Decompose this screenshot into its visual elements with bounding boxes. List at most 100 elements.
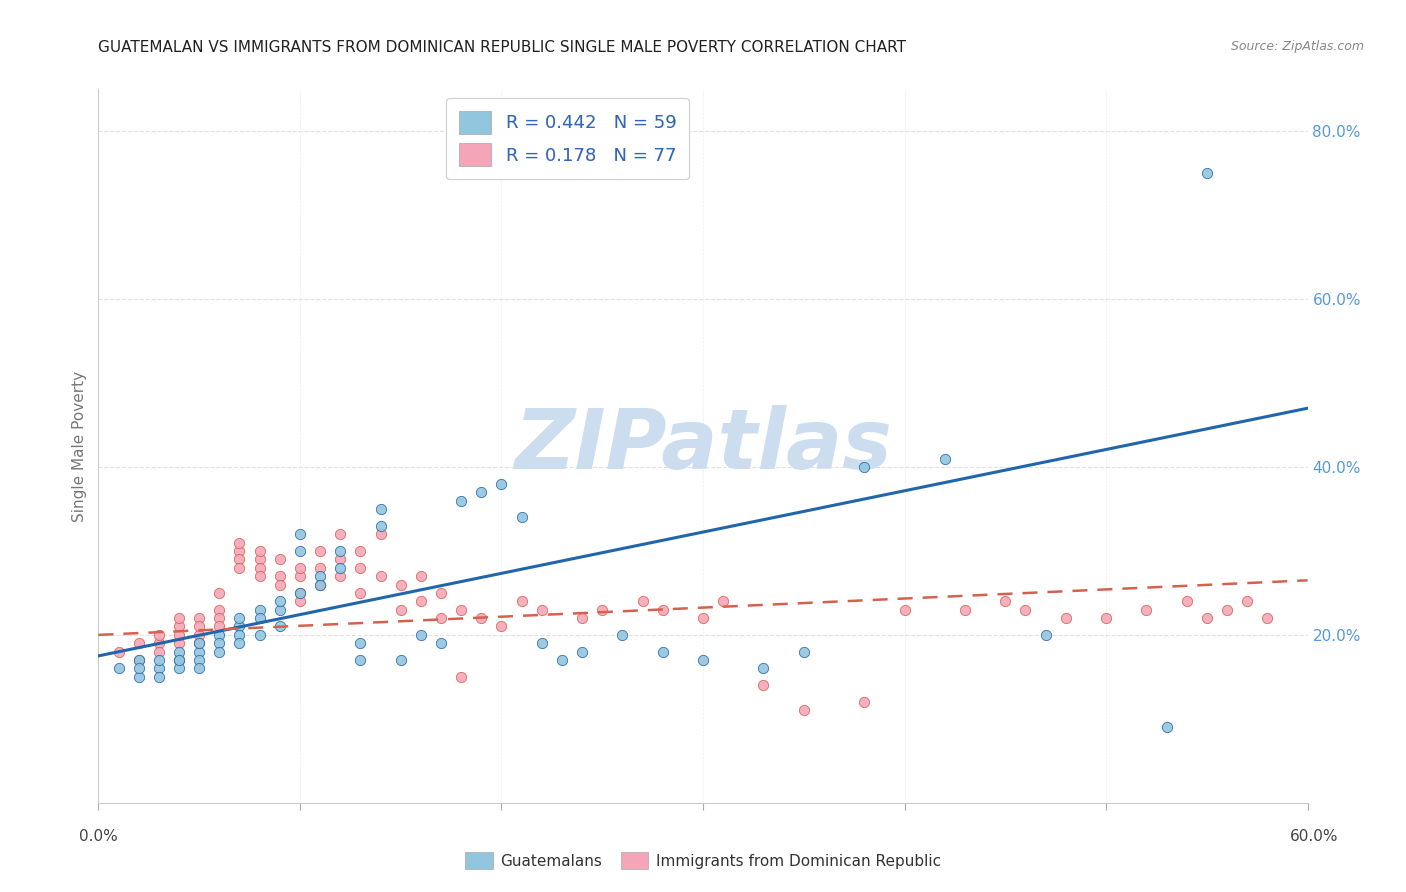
- Point: [188, 619, 211, 633]
- Point: [1054, 611, 1077, 625]
- Point: [571, 645, 593, 659]
- Point: [470, 611, 492, 625]
- Point: [370, 569, 392, 583]
- Point: [228, 636, 250, 650]
- Point: [631, 594, 654, 608]
- Point: [349, 544, 371, 558]
- Point: [853, 460, 876, 475]
- Legend: Guatemalans, Immigrants from Dominican Republic: Guatemalans, Immigrants from Dominican R…: [460, 846, 946, 875]
- Point: [651, 645, 673, 659]
- Point: [309, 577, 332, 591]
- Point: [692, 653, 714, 667]
- Point: [228, 628, 250, 642]
- Point: [148, 661, 170, 675]
- Point: [288, 594, 311, 608]
- Point: [167, 645, 190, 659]
- Point: [651, 603, 673, 617]
- Legend: R = 0.442   N = 59, R = 0.178   N = 77: R = 0.442 N = 59, R = 0.178 N = 77: [446, 98, 689, 179]
- Point: [1195, 166, 1218, 180]
- Point: [107, 645, 129, 659]
- Point: [1216, 603, 1239, 617]
- Point: [994, 594, 1017, 608]
- Point: [128, 653, 150, 667]
- Text: 60.0%: 60.0%: [1291, 830, 1339, 844]
- Point: [269, 594, 291, 608]
- Point: [167, 636, 190, 650]
- Point: [167, 611, 190, 625]
- Point: [288, 527, 311, 541]
- Point: [249, 611, 271, 625]
- Point: [167, 628, 190, 642]
- Point: [1236, 594, 1258, 608]
- Point: [389, 603, 412, 617]
- Point: [188, 661, 211, 675]
- Point: [249, 628, 271, 642]
- Point: [1156, 720, 1178, 734]
- Point: [450, 493, 472, 508]
- Point: [530, 636, 553, 650]
- Point: [269, 552, 291, 566]
- Point: [288, 586, 311, 600]
- Point: [491, 476, 513, 491]
- Point: [167, 653, 190, 667]
- Point: [370, 518, 392, 533]
- Point: [128, 636, 150, 650]
- Point: [208, 619, 231, 633]
- Point: [269, 577, 291, 591]
- Point: [208, 611, 231, 625]
- Point: [188, 645, 211, 659]
- Point: [148, 636, 170, 650]
- Point: [450, 670, 472, 684]
- Point: [711, 594, 734, 608]
- Point: [228, 619, 250, 633]
- Point: [752, 678, 775, 692]
- Point: [389, 653, 412, 667]
- Point: [309, 577, 332, 591]
- Point: [249, 603, 271, 617]
- Point: [1256, 611, 1278, 625]
- Point: [249, 544, 271, 558]
- Point: [188, 636, 211, 650]
- Point: [148, 645, 170, 659]
- Point: [167, 653, 190, 667]
- Point: [228, 560, 250, 574]
- Point: [793, 645, 815, 659]
- Point: [128, 653, 150, 667]
- Point: [591, 603, 613, 617]
- Point: [1035, 628, 1057, 642]
- Point: [167, 661, 190, 675]
- Point: [1195, 611, 1218, 625]
- Point: [188, 653, 211, 667]
- Point: [288, 586, 311, 600]
- Point: [571, 611, 593, 625]
- Point: [148, 670, 170, 684]
- Point: [510, 510, 533, 524]
- Point: [370, 527, 392, 541]
- Point: [148, 653, 170, 667]
- Point: [228, 544, 250, 558]
- Point: [612, 628, 634, 642]
- Point: [188, 611, 211, 625]
- Text: GUATEMALAN VS IMMIGRANTS FROM DOMINICAN REPUBLIC SINGLE MALE POVERTY CORRELATION: GUATEMALAN VS IMMIGRANTS FROM DOMINICAN …: [98, 40, 907, 55]
- Text: 0.0%: 0.0%: [79, 830, 118, 844]
- Point: [188, 628, 211, 642]
- Point: [208, 603, 231, 617]
- Point: [1175, 594, 1198, 608]
- Point: [208, 586, 231, 600]
- Point: [530, 603, 553, 617]
- Point: [208, 628, 231, 642]
- Point: [430, 636, 453, 650]
- Point: [893, 603, 915, 617]
- Point: [288, 544, 311, 558]
- Point: [329, 552, 352, 566]
- Point: [409, 628, 432, 642]
- Point: [128, 670, 150, 684]
- Point: [107, 661, 129, 675]
- Point: [329, 560, 352, 574]
- Point: [389, 577, 412, 591]
- Point: [288, 560, 311, 574]
- Point: [1095, 611, 1118, 625]
- Point: [1014, 603, 1036, 617]
- Point: [409, 569, 432, 583]
- Point: [349, 586, 371, 600]
